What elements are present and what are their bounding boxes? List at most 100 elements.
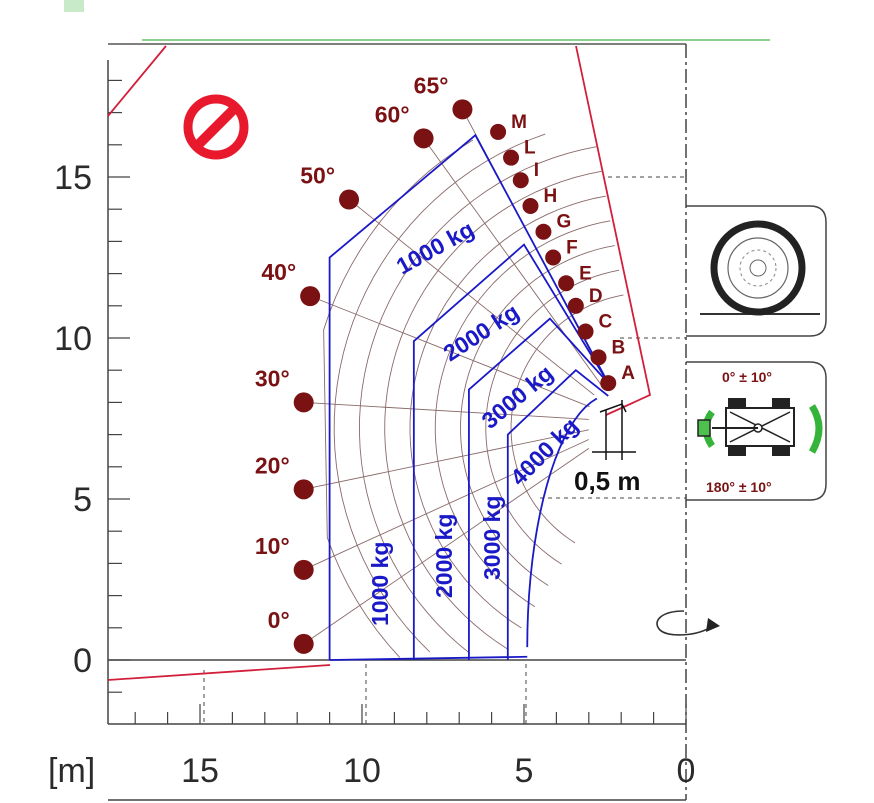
reach-arc (434, 220, 611, 608)
y-tick-label: 5 (73, 481, 92, 519)
boom-angle-line (303, 448, 590, 645)
load-zone-base (329, 655, 528, 661)
load-zone-outline (468, 317, 609, 660)
position-label: M (511, 112, 527, 133)
rotation-arrow-icon (656, 610, 720, 636)
angle-marker (300, 286, 321, 307)
boom-angle-markers: 0° 10° 20° 30° 40° 50° 60°65° (255, 72, 473, 654)
reach-arc (323, 139, 474, 658)
reference-lines (203, 176, 686, 724)
y-tick-label: 0 (73, 642, 92, 680)
angle-label: 50° (300, 163, 335, 189)
angle-label: 20° (255, 452, 290, 478)
y-tick-label: 10 (54, 320, 92, 358)
rotation-bottom-label: 180° ± 10° (706, 479, 772, 495)
stabilizer-panel-frame (686, 205, 827, 337)
rotation-top-label: 0° ± 10° (722, 369, 772, 385)
reach-arc (460, 245, 615, 586)
angle-label: 10° (255, 533, 290, 559)
reach-arc (384, 170, 602, 650)
angle-marker (413, 128, 434, 149)
position-label: C (599, 312, 613, 333)
position-marker (522, 197, 539, 214)
position-marker (590, 349, 607, 366)
angle-marker (452, 99, 473, 120)
position-label: F (566, 238, 578, 259)
position-label: A (621, 363, 635, 384)
position-marker (558, 275, 575, 292)
no-entry-icon (183, 94, 249, 160)
position-marker (503, 149, 520, 166)
inner-envelope (526, 397, 598, 648)
working-limit-lines (107, 45, 652, 681)
rotation-panel: 0° ± 10° 180° ± 10° (686, 361, 827, 501)
boom-angle-line (303, 401, 589, 420)
wheel-icon (700, 220, 820, 316)
position-marker (577, 323, 594, 340)
reach-arc (485, 269, 620, 565)
load-zone-outline (328, 133, 610, 660)
angle-marker (339, 189, 360, 210)
x-tick-label: 5 (515, 752, 534, 790)
stabilizer-panel (686, 205, 827, 337)
reach-arc (510, 294, 624, 544)
corner-marker (64, 0, 84, 12)
x-axis-unit-label: [m] (48, 752, 95, 790)
ground-limit (107, 664, 331, 681)
position-marker (545, 249, 562, 266)
x-minor-ticks (134, 704, 687, 724)
angle-label: 60° (375, 101, 410, 127)
zone-label-3000-vertical: 3000 kg (479, 496, 505, 580)
angle-label: 40° (261, 259, 296, 285)
position-label: E (579, 263, 592, 284)
dimension-label: 0,5 m (574, 466, 641, 496)
angle-label: 0° (268, 607, 290, 633)
angle-marker (293, 479, 314, 500)
position-marker (490, 123, 507, 140)
reach-arc (333, 133, 546, 653)
position-label: L (524, 138, 536, 159)
angle-marker (293, 633, 314, 654)
angle-label: 30° (255, 365, 290, 391)
load-zone-outline (506, 369, 609, 660)
zone-label-1000-diagonal: 1000 kg (392, 216, 478, 280)
zone-label-1000-vertical: 1000 kg (367, 542, 393, 626)
dimension-marker (592, 400, 636, 460)
angle-label: 65° (414, 72, 449, 98)
position-label: D (589, 286, 603, 307)
x-tick-label: 10 (343, 752, 381, 790)
x-tick-label: 0 (677, 752, 696, 790)
y-axis-labels: 15 10 5 0 (54, 159, 92, 680)
y-minor-ticks (108, 79, 130, 693)
reach-arc (359, 146, 598, 654)
x-tick-label: 15 (181, 752, 219, 790)
load-zone-outline (412, 243, 610, 660)
boom-angle-line (309, 295, 590, 408)
y-tick-label: 15 (54, 159, 92, 197)
dimension-pointer (599, 403, 627, 413)
load-zones (328, 133, 610, 661)
position-marker (512, 172, 529, 189)
rotation-panel-frame (686, 361, 827, 501)
zone-label-2000-vertical: 2000 kg (431, 514, 457, 598)
position-label: I (534, 160, 539, 181)
upper-left-limit (107, 45, 167, 117)
position-marker (535, 223, 552, 240)
position-label: H (543, 186, 557, 207)
position-marker (600, 375, 617, 392)
boom-angle-line (303, 429, 589, 490)
position-marker (567, 297, 584, 314)
angle-marker (293, 392, 314, 413)
chart-frame (64, 0, 770, 801)
angle-marker (293, 559, 314, 580)
right-limit (575, 45, 652, 416)
boom-angle-line (423, 138, 604, 388)
machine-topview-icon (697, 398, 823, 456)
position-label: B (612, 337, 626, 358)
boom-angle-line (303, 439, 589, 571)
x-axis-labels: [m] 15 10 5 0 (48, 752, 695, 790)
position-label: G (556, 212, 571, 233)
boom-angle-line (348, 199, 595, 396)
